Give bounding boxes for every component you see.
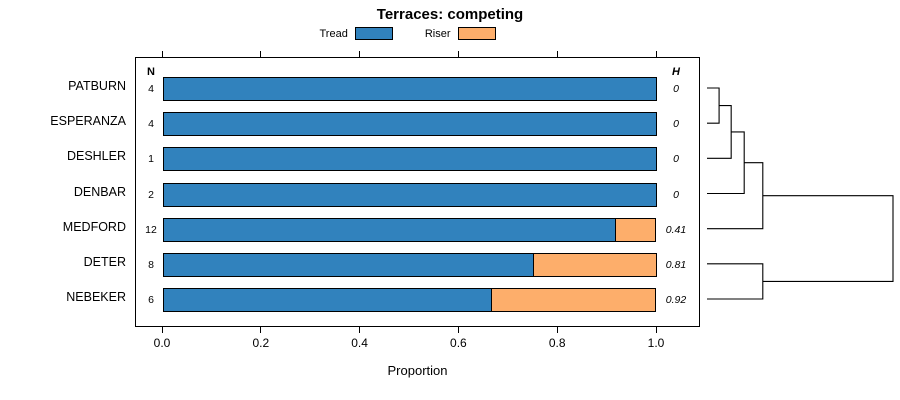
plot-area: N H 4 0 4 0 1 0 2 0 12 0.41 8 0.81 6 0.92: [135, 57, 700, 327]
chart-title: Terraces: competing: [376, 6, 524, 23]
h-value: 0: [673, 83, 679, 95]
h-value: 0: [673, 188, 679, 201]
legend-item-riser: Riser: [425, 27, 496, 40]
bar-row: [163, 217, 656, 242]
bar-segment-tread: [163, 252, 534, 277]
top-tick-axis: [135, 51, 700, 57]
category-label: ESPERANZA: [50, 114, 126, 129]
legend-label: Riser: [424, 27, 451, 40]
x-tick: [359, 327, 361, 333]
legend-swatch-tread: [354, 27, 393, 40]
x-tick-top: [655, 51, 657, 57]
bar-segment-riser: [491, 288, 656, 312]
bar-segment-tread: [163, 77, 657, 101]
n-value: 8: [148, 258, 154, 271]
bar-segment-tread: [163, 112, 657, 137]
x-tick: [260, 327, 262, 333]
legend-swatch-riser: [457, 27, 496, 40]
x-tick-top: [457, 51, 459, 57]
category-label: NEBEKER: [66, 290, 126, 304]
bar-segment-tread: [163, 147, 657, 172]
h-value: 0.41: [665, 223, 687, 236]
legend-label: Tread: [319, 27, 348, 40]
category-label: DETER: [83, 254, 126, 269]
x-tick-top: [359, 51, 361, 57]
h-value: 0.81: [665, 258, 687, 271]
category-label: PATBURN: [68, 79, 126, 93]
x-tick-label: 0.0: [153, 336, 171, 350]
legend: Tread Riser: [0, 27, 815, 40]
bar-segment-riser: [533, 252, 657, 277]
bar-row: [163, 147, 657, 172]
x-tick: [161, 327, 163, 333]
n-value: 4: [148, 83, 154, 95]
bar-segment-tread: [163, 182, 657, 207]
n-value: 1: [148, 153, 154, 166]
x-tick: [556, 327, 558, 333]
n-column-header: N: [147, 66, 155, 78]
x-tick-label: 1.0: [647, 336, 665, 350]
bar-segment-riser: [615, 217, 656, 242]
h-value: 0: [673, 153, 679, 166]
category-label: MEDFORD: [62, 219, 126, 234]
bar-row: [163, 77, 657, 101]
category-label: DESHLER: [66, 149, 126, 164]
bar-row: [163, 288, 656, 312]
bar-row: [163, 112, 657, 137]
x-tick: [457, 327, 459, 333]
x-tick: [655, 327, 657, 333]
x-tick-label: 0.2: [252, 336, 270, 350]
dendrogram-links: [707, 87, 894, 300]
x-tick-label: 0.8: [548, 336, 566, 350]
x-axis: 0.0 0.2 0.4 0.6 0.8 1.0: [135, 327, 700, 367]
x-tick-top: [556, 51, 558, 57]
bar-row: [163, 182, 657, 207]
n-value: 6: [148, 294, 154, 306]
x-tick-label: 0.6: [450, 336, 467, 350]
x-axis-label: Proportion: [387, 363, 448, 378]
x-tick-top: [260, 51, 262, 57]
legend-item-tread: Tread: [320, 27, 393, 40]
bar-segment-tread: [163, 288, 492, 312]
bar-segment-tread: [163, 217, 616, 242]
n-value: 12: [145, 223, 157, 236]
h-value: 0.92: [665, 294, 687, 306]
n-value: 4: [148, 118, 154, 131]
h-column-header: H: [672, 66, 680, 78]
category-label: DENBAR: [73, 184, 126, 199]
bar-row: [163, 252, 657, 277]
x-tick-label: 0.4: [351, 336, 368, 350]
n-value: 2: [148, 188, 154, 201]
dendrogram: [707, 87, 894, 300]
x-tick-top: [161, 51, 163, 57]
h-value: 0: [673, 118, 679, 131]
